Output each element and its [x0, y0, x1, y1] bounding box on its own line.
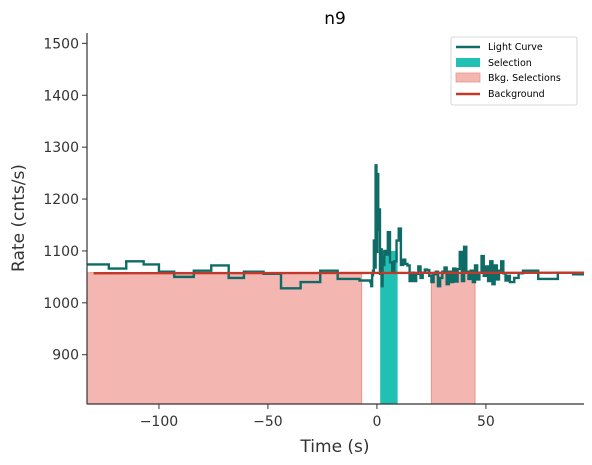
bkg-selection-layer [86, 272, 476, 405]
background-line [93, 271, 585, 275]
y-axis-label: Rate (cnts/s) [9, 164, 29, 272]
x-tick-label: 0 [372, 414, 381, 430]
selection-region [380, 250, 398, 404]
x-ticks: −100 −50 0 50 [140, 404, 495, 430]
x-tick-label: −100 [140, 414, 178, 430]
y-tick-label: 1200 [43, 192, 79, 208]
y-tick-label: 1000 [43, 296, 79, 312]
y-tick-label: 900 [52, 348, 79, 364]
x-tick-label: −50 [253, 414, 283, 430]
y-ticks: 900 1000 1100 1200 1300 1400 1500 [43, 36, 87, 364]
y-tick-label: 1400 [43, 88, 79, 104]
legend: Light Curve Selection Bkg. Selections Ba… [450, 36, 578, 106]
legend-bkg-selections-label: Bkg. Selections [488, 73, 561, 84]
legend-selection-label: Selection [488, 58, 532, 69]
legend-frame [450, 36, 578, 106]
chart-title: n9 [324, 9, 346, 29]
legend-selection-swatch [456, 58, 480, 67]
x-axis-label: Time (s) [299, 437, 369, 457]
selection-layer [380, 250, 398, 404]
light-curve-line [87, 164, 584, 290]
y-tick-label: 1300 [43, 140, 79, 156]
x-tick-label: 50 [477, 414, 495, 430]
bkg-selection-region-0 [86, 272, 363, 405]
legend-light-curve-label: Light Curve [488, 42, 543, 53]
background-layer [93, 271, 585, 275]
light-curve-layer [87, 164, 584, 290]
y-tick-label: 1100 [43, 244, 79, 260]
legend-background-label: Background [488, 89, 545, 100]
y-tick-label: 1500 [43, 36, 79, 52]
bkg-selection-region-1 [430, 272, 476, 405]
legend-bkg-selections-swatch [455, 72, 481, 83]
